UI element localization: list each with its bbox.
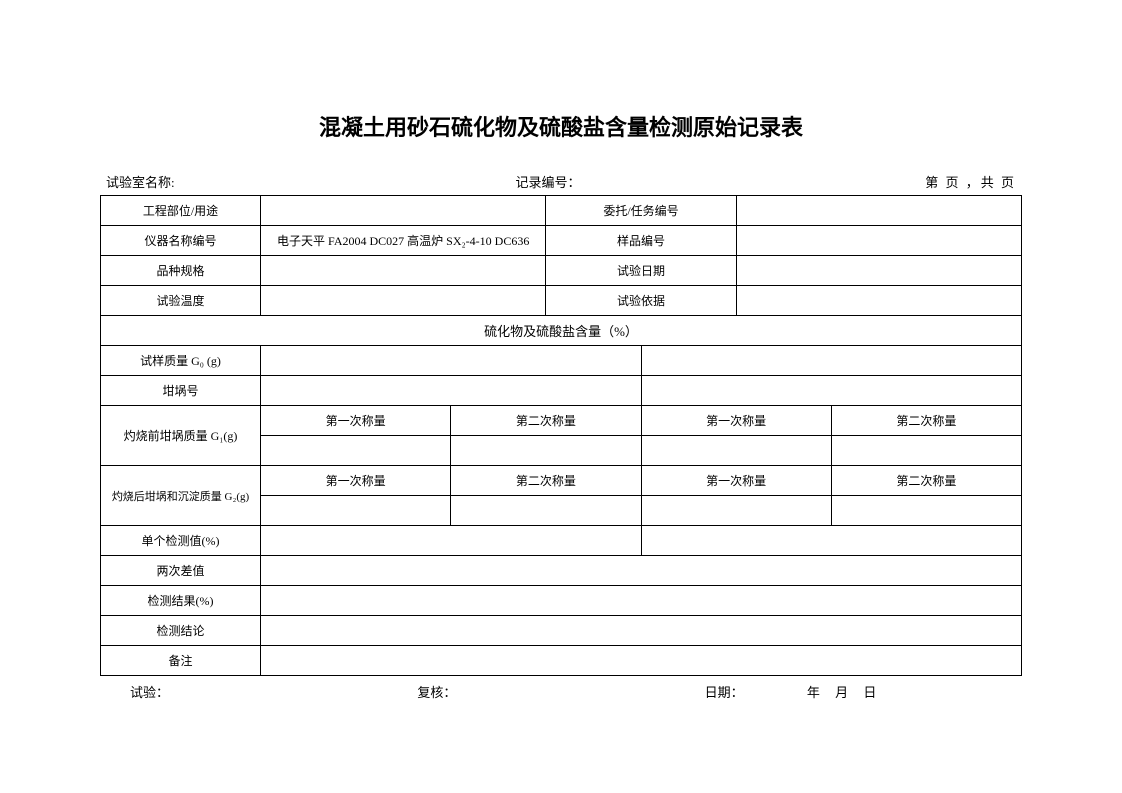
cell-value (261, 646, 1022, 676)
table-row: 检测结论 (101, 616, 1022, 646)
cell-value (261, 346, 642, 376)
cell-value (261, 526, 642, 556)
cell-value (261, 286, 546, 316)
cell-label: 灼烧前坩埚质量 G₁(g) (101, 406, 261, 466)
cell-label: 试样质量 G₀ (g) (101, 346, 261, 376)
footer-row: 试验： 复核： 日期： 年 月 日 (100, 682, 1022, 701)
cell-value (736, 256, 1021, 286)
cell-label: 样品编号 (546, 226, 736, 256)
cell-subheader: 第二次称量 (831, 406, 1021, 436)
cell-value (831, 496, 1021, 526)
cell-value (736, 286, 1021, 316)
header-row: 试验室名称: 记录编号： 第 页 ，共 页 (100, 172, 1022, 191)
table-row: 灼烧后坩埚和沉淀质量 G₂(g) 第一次称量 第二次称量 第一次称量 第二次称量 (101, 466, 1022, 496)
cell-label: 检测结果(%) (101, 586, 261, 616)
cell-value: 电子天平 FA2004 DC027 高温炉 SX₂-4-10 DC636 (261, 226, 546, 256)
table-row: 备注 (101, 646, 1022, 676)
cell-subheader: 第二次称量 (451, 406, 641, 436)
cell-label: 检测结论 (101, 616, 261, 646)
cell-label: 试验日期 (546, 256, 736, 286)
page-indicator: 第 页 ，共 页 (834, 172, 1016, 191)
table-row: 两次差值 (101, 556, 1022, 586)
date-prefix: 日期： (705, 685, 744, 700)
tester-label: 试验： (130, 682, 417, 701)
cell-subheader: 第一次称量 (261, 466, 451, 496)
cell-value (261, 196, 546, 226)
table-row: 工程部位/用途 委托/任务编号 (101, 196, 1022, 226)
cell-label: 工程部位/用途 (101, 196, 261, 226)
section-header-row: 硫化物及硫酸盐含量（%） (101, 316, 1022, 346)
cell-label: 备注 (101, 646, 261, 676)
cell-value (261, 616, 1022, 646)
record-no-label: 记录编号： (516, 172, 835, 191)
table-row: 品种规格 试验日期 (101, 256, 1022, 286)
cell-label: 试验温度 (101, 286, 261, 316)
cell-label: 两次差值 (101, 556, 261, 586)
cell-value (261, 376, 642, 406)
cell-subheader: 第二次称量 (451, 466, 641, 496)
cell-value (261, 556, 1022, 586)
cell-value (451, 496, 641, 526)
cell-subheader: 第一次称量 (641, 466, 831, 496)
cell-label: 委托/任务编号 (546, 196, 736, 226)
cell-subheader: 第一次称量 (641, 406, 831, 436)
cell-value (261, 496, 451, 526)
page-title: 混凝土用砂石硫化物及硫酸盐含量检测原始记录表 (100, 110, 1022, 142)
record-table: 工程部位/用途 委托/任务编号 仪器名称编号 电子天平 FA2004 DC027… (100, 195, 1022, 676)
cell-label: 单个检测值(%) (101, 526, 261, 556)
cell-value (641, 496, 831, 526)
section-header: 硫化物及硫酸盐含量（%） (101, 316, 1022, 346)
cell-label: 试验依据 (546, 286, 736, 316)
table-row: 仪器名称编号 电子天平 FA2004 DC027 高温炉 SX₂-4-10 DC… (101, 226, 1022, 256)
cell-value (261, 586, 1022, 616)
cell-subheader: 第二次称量 (831, 466, 1021, 496)
cell-value (736, 226, 1021, 256)
table-row: 试样质量 G₀ (g) (101, 346, 1022, 376)
cell-value (831, 436, 1021, 466)
cell-subheader: 第一次称量 (261, 406, 451, 436)
cell-label: 仪器名称编号 (101, 226, 261, 256)
cell-label: 坩埚号 (101, 376, 261, 406)
cell-value (451, 436, 641, 466)
lab-name-label: 试验室名称: (106, 172, 516, 191)
cell-value (261, 256, 546, 286)
table-row: 单个检测值(%) (101, 526, 1022, 556)
reviewer-label: 复核： (417, 682, 704, 701)
cell-value (641, 526, 1022, 556)
cell-value (641, 346, 1022, 376)
cell-value (641, 376, 1022, 406)
date-tail: 年 月 日 (807, 685, 883, 700)
cell-value (261, 436, 451, 466)
cell-value (641, 436, 831, 466)
cell-label: 品种规格 (101, 256, 261, 286)
cell-value (736, 196, 1021, 226)
table-row: 检测结果(%) (101, 586, 1022, 616)
date-label: 日期： 年 月 日 (705, 682, 992, 701)
table-row: 灼烧前坩埚质量 G₁(g) 第一次称量 第二次称量 第一次称量 第二次称量 (101, 406, 1022, 436)
cell-label: 灼烧后坩埚和沉淀质量 G₂(g) (101, 466, 261, 526)
table-row: 坩埚号 (101, 376, 1022, 406)
table-row: 试验温度 试验依据 (101, 286, 1022, 316)
